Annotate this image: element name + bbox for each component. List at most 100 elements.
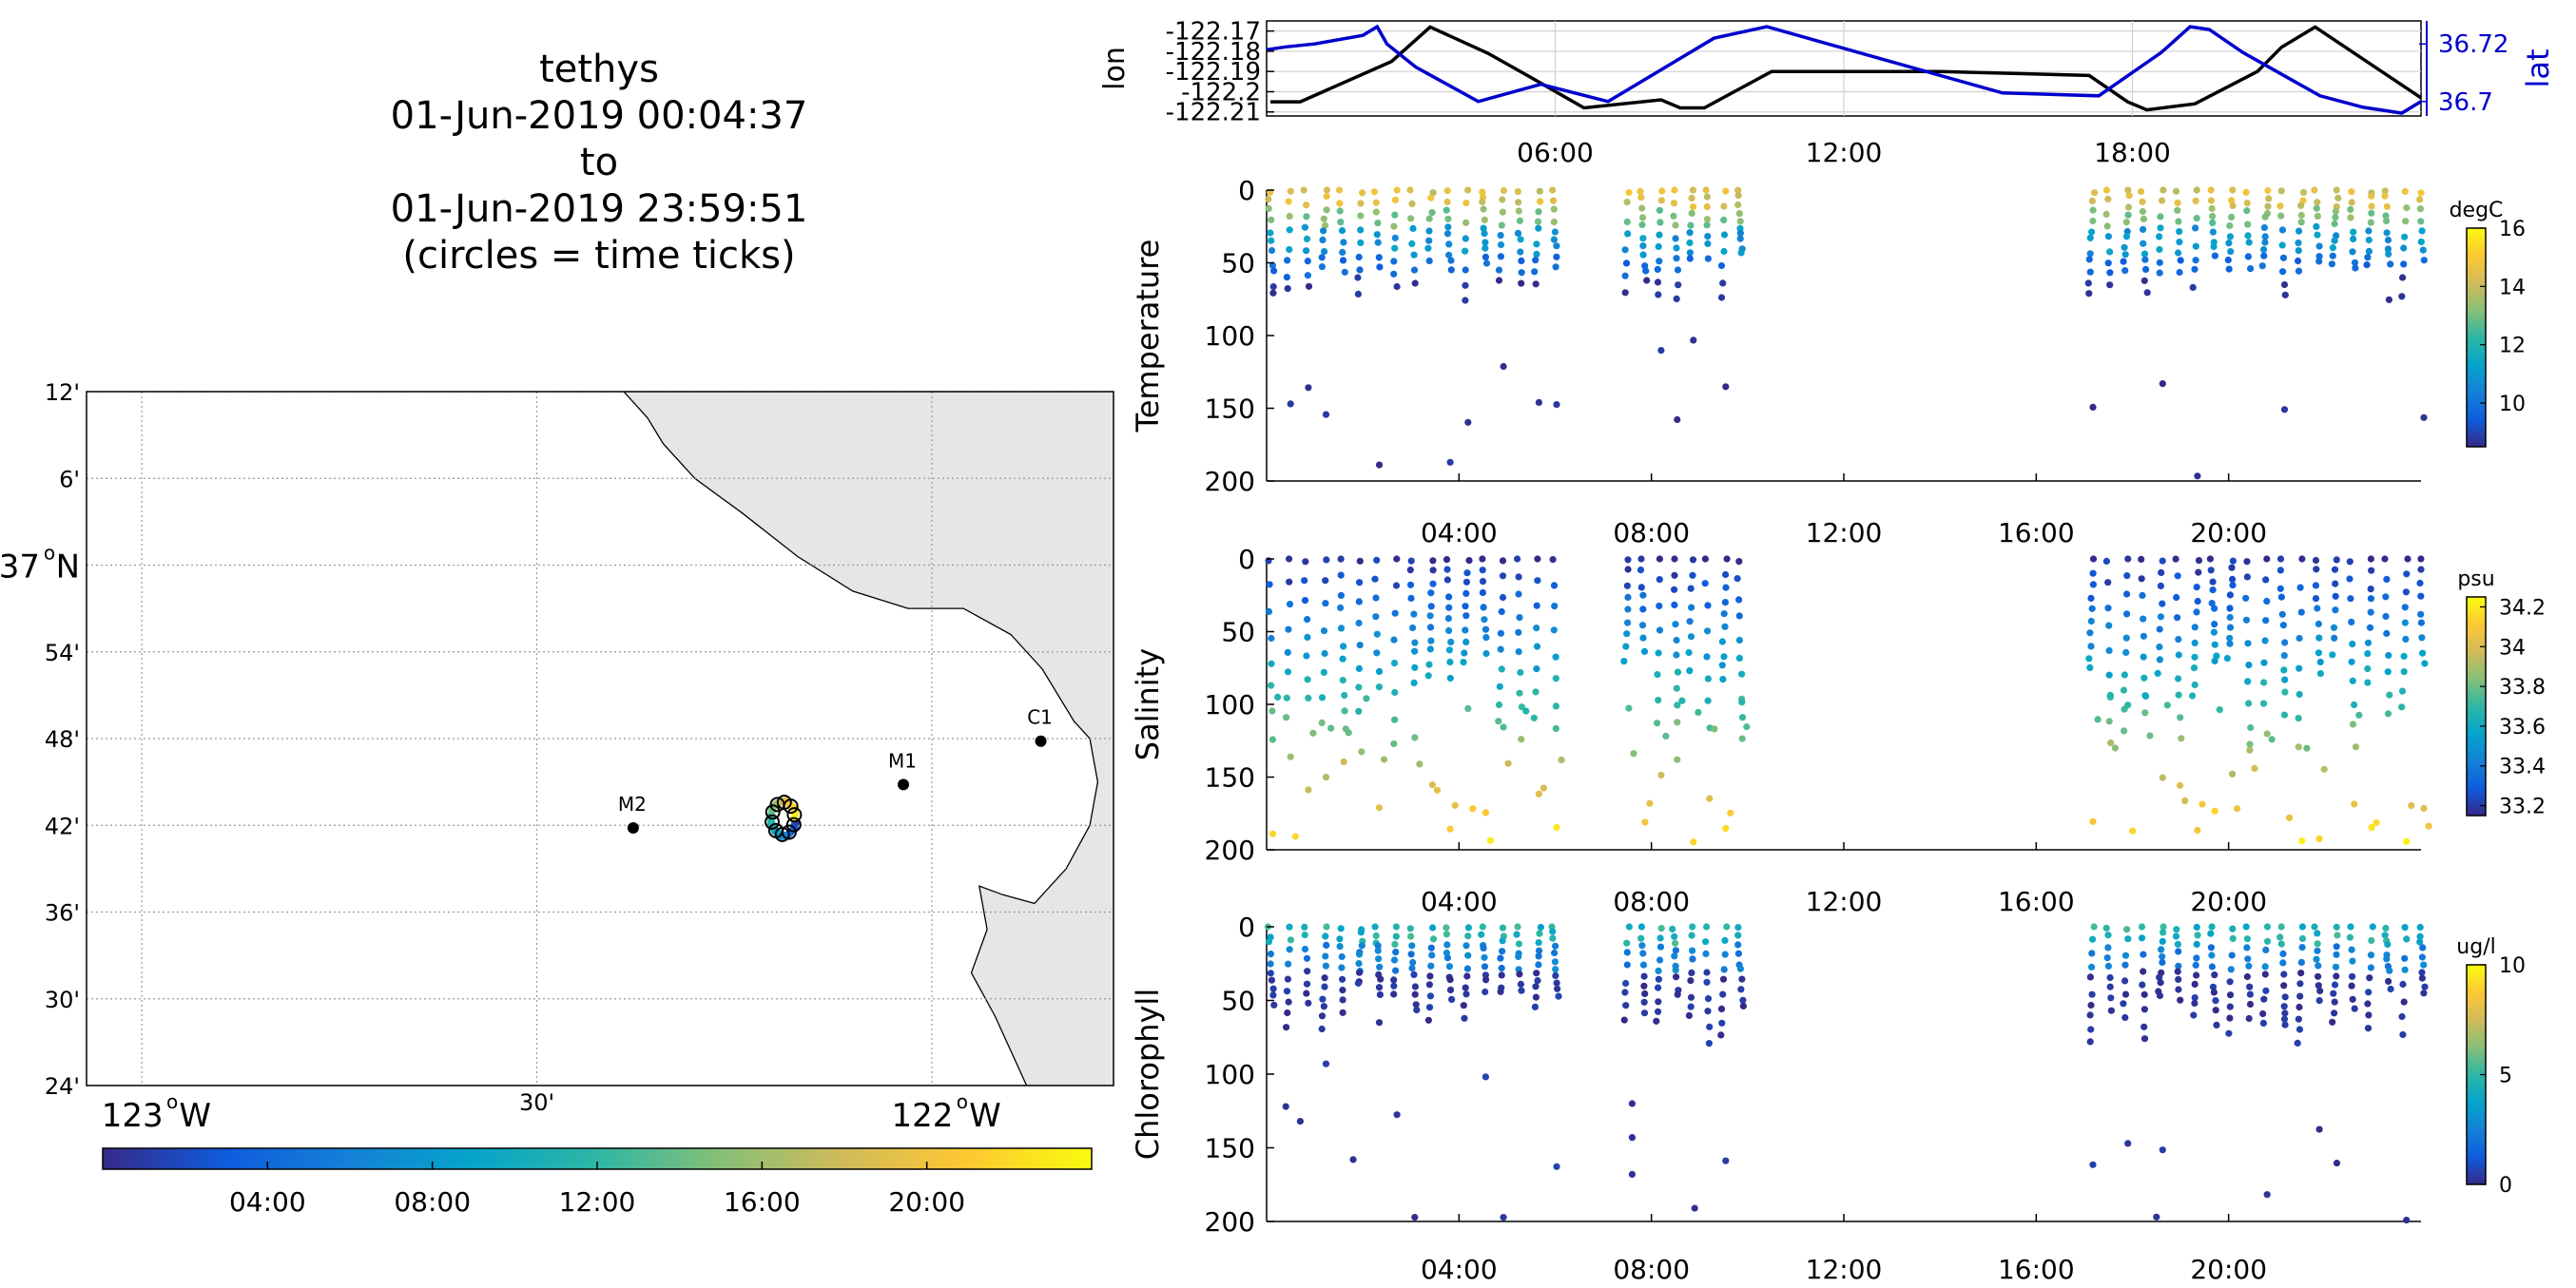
temperature-sample	[1303, 213, 1310, 221]
temperature-sample	[1658, 187, 1666, 195]
chlorophyll-sample	[1301, 945, 1309, 953]
chlorophyll-sample	[2383, 955, 2391, 963]
salinity-sample	[1464, 704, 1472, 713]
salinity-sample	[1689, 571, 1696, 579]
chlorophyll-sample	[1669, 925, 1676, 933]
temperature-sample	[1638, 214, 1647, 221]
salinity-sample	[1722, 584, 1730, 591]
salinity-sample	[1462, 612, 1470, 620]
temperature-sample	[1370, 188, 1378, 196]
salinity-colorbar-tick-label-2: 33.6	[2499, 716, 2546, 740]
salinity-sample	[2352, 743, 2360, 751]
salinity-sample	[1704, 602, 1712, 609]
chlorophyll-sample	[1640, 982, 1648, 990]
salinity-sample	[1268, 660, 1275, 667]
chlorophyll-sample	[1625, 923, 1633, 931]
salinity-sample	[1339, 677, 1346, 684]
chlorophyll-sample	[1411, 983, 1419, 990]
chlorophyll-sample	[1269, 985, 1277, 992]
temperature-sample	[2192, 224, 2199, 232]
chlorophyll-sample	[2298, 923, 2306, 931]
temperature-sample	[1323, 206, 1330, 214]
chlorophyll-sample	[2316, 987, 2324, 994]
chlorophyll-sample	[1517, 980, 1524, 988]
salinity-sample	[1372, 613, 1380, 621]
temperature-sample	[2177, 257, 2184, 264]
temperature-sample	[2368, 202, 2375, 210]
chlorophyll-sample	[2106, 983, 2114, 990]
temperature-sample	[2191, 265, 2198, 273]
salinity-sample	[1738, 735, 1746, 742]
salinity-sample	[2332, 580, 2339, 587]
salinity-sample	[2385, 651, 2392, 660]
temperature-sample	[1736, 235, 1744, 242]
chlorophyll-sample	[2160, 923, 2167, 931]
salinity-axis-label: Salinity	[1130, 648, 1166, 760]
salinity-sample	[1718, 638, 1726, 645]
chlorophyll-sample	[1655, 998, 1662, 1006]
salinity-sample	[2211, 657, 2218, 665]
temperature-sample	[1495, 277, 1503, 284]
salinity-sample	[2295, 715, 2302, 722]
salinity-sample	[1287, 753, 1294, 760]
salinity-sample	[1533, 643, 1541, 650]
temperature-sample	[2176, 268, 2183, 277]
map-lat-tick-6: 36'	[45, 900, 80, 927]
temperature-sample	[1304, 272, 1311, 279]
map-lat-tick-label-7: 30'	[45, 987, 80, 1013]
salinity-sample	[1495, 701, 1503, 709]
chlorophyll-sample	[2212, 997, 2219, 1005]
salinity-sample	[1426, 645, 1434, 653]
temperature-sample	[1428, 209, 1436, 217]
chlorophyll-sample	[1337, 925, 1345, 932]
temperature-sample	[1482, 244, 1489, 252]
temperature-sample	[2120, 258, 2127, 265]
temperature-sample	[1318, 263, 1326, 271]
chlorophyll-sample	[1672, 939, 1679, 947]
chlorophyll-sample	[2210, 989, 2218, 996]
temperature-sample	[1323, 186, 1330, 194]
salinity-sample	[2402, 635, 2410, 644]
chlorophyll-sample	[1498, 971, 1505, 979]
chlorophyll-sample	[1446, 976, 1454, 984]
chlorophyll-sample	[1464, 924, 1472, 932]
chlorophyll-sample	[1703, 923, 1711, 931]
map-lat-tick-label-1: 6'	[59, 466, 80, 492]
temperature-sample	[2207, 197, 2215, 204]
salinity-sample	[2175, 636, 2182, 644]
chlorophyll-sample	[2226, 1003, 2234, 1010]
salinity-sample	[1515, 573, 1522, 581]
salinity-sample	[1373, 649, 1381, 657]
temperature-sample	[2260, 223, 2268, 232]
temperature-sample	[2085, 290, 2093, 298]
salinity-sample	[1428, 781, 1436, 789]
salinity-sample	[2141, 709, 2149, 717]
chlorophyll-sample	[1736, 965, 1744, 972]
chlorophyll-sample	[1318, 1012, 1327, 1020]
temperature-sample	[2243, 207, 2251, 215]
salinity-sample	[1426, 624, 1435, 631]
temperature-y-tick-label-3: 150	[1205, 394, 1255, 425]
salinity-sample	[2208, 600, 2216, 607]
temperature-sample	[2418, 227, 2426, 235]
salinity-sample	[1375, 683, 1383, 691]
chlorophyll-sample	[1357, 929, 1365, 936]
chlorophyll-sample	[1628, 1100, 1637, 1107]
chlorophyll-sample	[2120, 1000, 2127, 1008]
salinity-sample	[2260, 679, 2268, 686]
temperature-sample	[2142, 265, 2150, 273]
map-lat-tick-8: 24'	[45, 1073, 80, 1100]
salinity-sample	[1549, 556, 1557, 564]
salinity-sample	[1516, 689, 1523, 697]
mooring-label: C1	[1027, 706, 1053, 729]
temperature-sample	[1286, 226, 1293, 234]
temperature-sample	[2313, 222, 2320, 230]
temperature-sample	[2156, 233, 2163, 240]
chlorophyll-sample	[2386, 967, 2393, 974]
temperature-panel: 04:00 08:00 12:00 16:00 20:00 0 50 100 150 200 Tem…	[1130, 175, 2526, 548]
temperature-sample	[2088, 228, 2096, 236]
temperature-sample	[1390, 270, 1398, 278]
salinity-sample	[2102, 557, 2110, 566]
chlorophyll-sample	[1656, 943, 1665, 951]
chlorophyll-sample	[1390, 956, 1399, 964]
